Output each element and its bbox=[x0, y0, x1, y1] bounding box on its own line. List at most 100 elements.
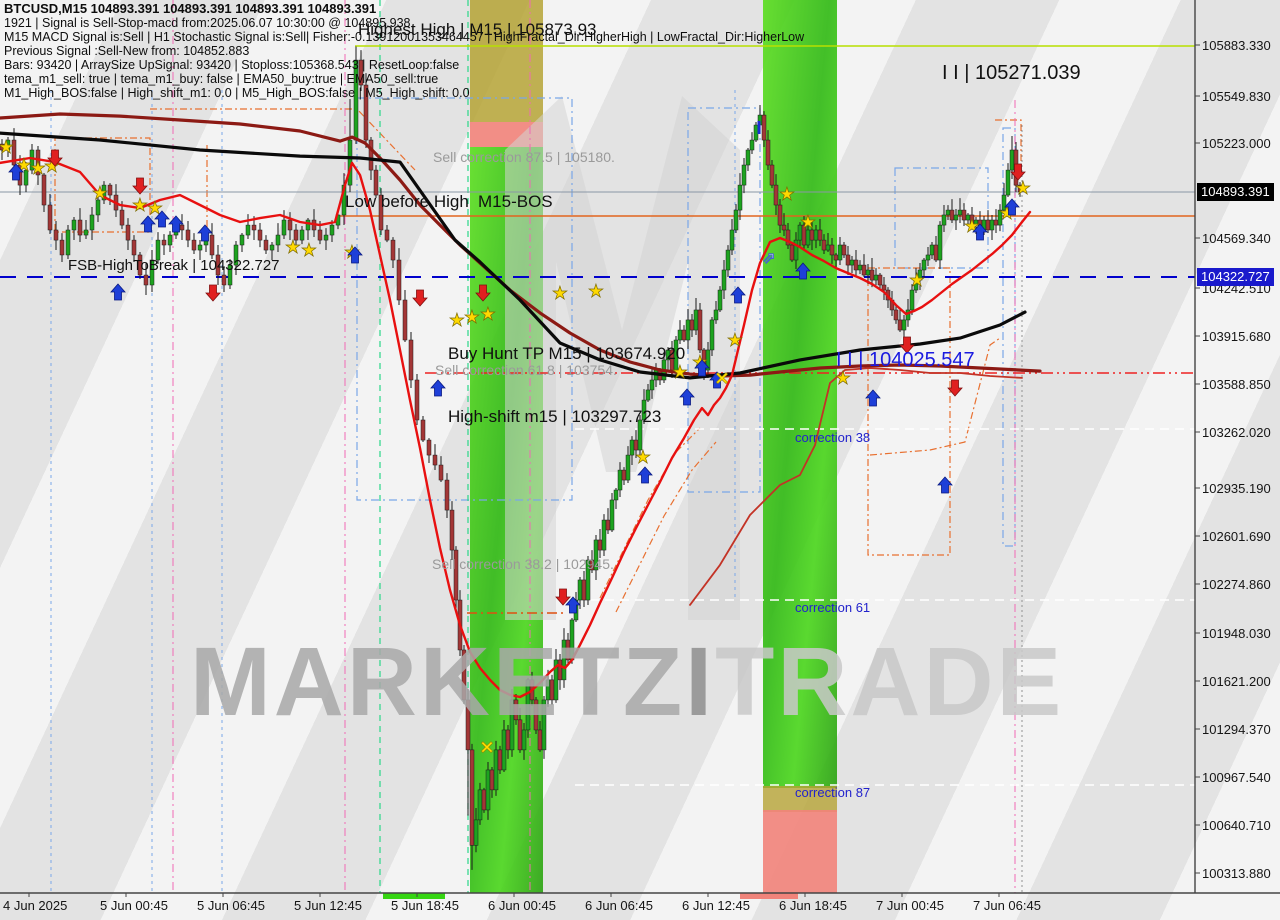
candle-body bbox=[989, 219, 995, 231]
candle-body bbox=[227, 264, 233, 286]
price-tick-label: 103262.020 bbox=[1202, 425, 1271, 440]
candle-body bbox=[65, 229, 71, 256]
candle-body bbox=[869, 269, 875, 281]
candle-body bbox=[725, 249, 731, 271]
range-box-1 bbox=[356, 97, 573, 501]
candle-body bbox=[761, 114, 767, 141]
time-tick-label: 7 Jun 00:45 bbox=[876, 898, 944, 913]
up-arrow-icon bbox=[154, 210, 170, 228]
candle-body bbox=[438, 464, 444, 481]
candle-body bbox=[107, 184, 113, 196]
low-before-high-label: Low before High bbox=[345, 192, 469, 211]
candle-body bbox=[269, 244, 275, 251]
candle-body bbox=[561, 639, 567, 681]
up-arrow-icon bbox=[110, 283, 126, 301]
candle-body bbox=[917, 269, 923, 281]
current-price-badge: 104893.391 bbox=[1197, 183, 1274, 201]
candle-body bbox=[765, 139, 771, 166]
candle-body bbox=[305, 219, 311, 231]
candle-body bbox=[577, 579, 583, 601]
candle-body bbox=[101, 184, 107, 201]
candle-body bbox=[997, 209, 1003, 226]
candle-body bbox=[257, 229, 263, 241]
down-arrow-icon bbox=[412, 289, 428, 307]
candle-body bbox=[53, 229, 59, 241]
env-box-right bbox=[867, 267, 951, 556]
candle-body bbox=[329, 224, 335, 236]
candle-body bbox=[925, 254, 931, 261]
session-band-2-green bbox=[763, 0, 837, 788]
candle-body bbox=[191, 239, 197, 251]
price-tick-label: 101948.030 bbox=[1202, 626, 1271, 641]
buy-sell-star-icon: ★ bbox=[800, 212, 816, 233]
candle-body bbox=[685, 319, 691, 341]
buy-sell-star-icon: ★ bbox=[301, 240, 317, 261]
candle-body bbox=[179, 224, 185, 231]
buy-sell-star-icon: ★ bbox=[480, 304, 496, 325]
candle-body bbox=[769, 164, 775, 186]
candle-body bbox=[119, 209, 125, 226]
candle-body bbox=[23, 169, 29, 186]
price-tick-label: 102935.190 bbox=[1202, 481, 1271, 496]
time-tick-label: 6 Jun 12:45 bbox=[682, 898, 750, 913]
candle-body bbox=[745, 149, 751, 166]
time-tick-label: 4 Jun 2025 bbox=[3, 898, 68, 913]
range-box-2 bbox=[687, 107, 761, 493]
candle-body bbox=[949, 209, 955, 221]
time-tick-label: 6 Jun 06:45 bbox=[585, 898, 653, 913]
candle-body bbox=[941, 214, 947, 226]
indicator-status-text: BTCUSD,M15 104893.391 104893.391 104893.… bbox=[4, 1, 804, 101]
env-top-right bbox=[995, 119, 1022, 178]
candle-body bbox=[929, 244, 935, 256]
buy-sell-star-icon: ★ bbox=[30, 158, 46, 179]
up-arrow-icon bbox=[1004, 198, 1020, 216]
candle-body bbox=[293, 229, 299, 241]
ii-105271: I I | 105271.039 bbox=[942, 62, 1081, 84]
time-tick-label: 6 Jun 18:45 bbox=[779, 898, 847, 913]
down-arrow-icon bbox=[47, 149, 63, 167]
candle-body bbox=[444, 479, 450, 511]
price-tick-label: 100967.540 bbox=[1202, 770, 1271, 785]
candle-body bbox=[323, 234, 329, 241]
up-arrow-icon bbox=[637, 466, 653, 484]
up-arrow-icon bbox=[679, 388, 695, 406]
axis-strip-green bbox=[383, 893, 445, 899]
down-arrow-icon bbox=[132, 177, 148, 195]
candle-body bbox=[637, 419, 643, 451]
candle-body bbox=[1001, 194, 1007, 211]
candle-body bbox=[821, 239, 827, 251]
candle-body bbox=[717, 289, 723, 311]
buy-sell-star-icon: ★ bbox=[552, 283, 568, 304]
axis-strip-red bbox=[740, 893, 798, 899]
status-line-2: 1921 | Signal is Sell-Stop-macd from:202… bbox=[4, 16, 411, 30]
candle-body bbox=[957, 209, 963, 216]
hollow-arrow-icon: ⇗ bbox=[762, 248, 775, 267]
price-tick-label: 101621.200 bbox=[1202, 674, 1271, 689]
down-arrow-icon bbox=[947, 379, 963, 397]
candle-body bbox=[753, 124, 759, 141]
candle-body bbox=[71, 219, 77, 231]
buy-sell-star-icon: ★ bbox=[464, 307, 480, 328]
up-arrow-icon bbox=[709, 371, 725, 389]
candle-body bbox=[481, 789, 487, 811]
status-line-1: BTCUSD,M15 104893.391 104893.391 104893.… bbox=[4, 1, 377, 16]
session-band-2-red bbox=[763, 810, 837, 893]
candle-body bbox=[853, 259, 859, 271]
price-tick-label: 103588.850 bbox=[1202, 377, 1271, 392]
candle-body bbox=[453, 549, 459, 601]
candle-body bbox=[77, 219, 83, 236]
candle-body bbox=[741, 164, 747, 186]
candle-body bbox=[363, 84, 369, 141]
ma-line-red-slow bbox=[689, 367, 1023, 606]
up-arrow-icon bbox=[430, 379, 446, 397]
env-box-left bbox=[54, 137, 151, 233]
buy-sell-star-icon: ★ bbox=[635, 447, 651, 468]
candle-body bbox=[837, 244, 843, 261]
candle-body bbox=[275, 234, 281, 246]
sell-correction-618: Sell correction 61.8 | 103754. bbox=[435, 362, 617, 378]
candle-body bbox=[501, 729, 507, 771]
candle-body bbox=[396, 259, 402, 301]
candle-body bbox=[47, 204, 53, 231]
candle-body bbox=[537, 729, 543, 751]
